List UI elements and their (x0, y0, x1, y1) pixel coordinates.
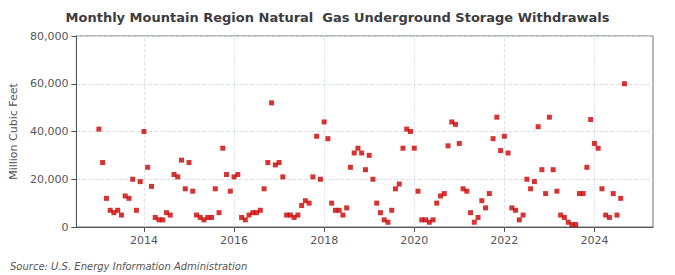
svg-text:2020: 2020 (400, 234, 428, 247)
svg-text:0: 0 (61, 221, 68, 234)
svg-text:Million Cubic Feet: Million Cubic Feet (7, 82, 20, 179)
svg-text:Source: U.S. Energy Informatio: Source: U.S. Energy Information Administ… (10, 261, 247, 272)
svg-text:2024: 2024 (580, 234, 608, 247)
svg-text:2022: 2022 (490, 234, 518, 247)
svg-text:80,000: 80,000 (30, 30, 69, 43)
svg-text:Monthly Mountain Region Natura: Monthly Mountain Region Natural Gas Unde… (66, 10, 610, 25)
svg-text:40,000: 40,000 (30, 125, 69, 138)
svg-text:2014: 2014 (130, 234, 158, 247)
svg-text:20,000: 20,000 (30, 173, 69, 186)
svg-text:2018: 2018 (310, 234, 338, 247)
svg-text:60,000: 60,000 (30, 77, 69, 90)
svg-text:2016: 2016 (220, 234, 248, 247)
